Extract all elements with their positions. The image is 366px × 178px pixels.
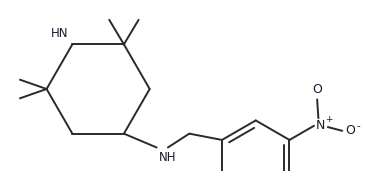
Text: HN: HN xyxy=(51,27,68,40)
Text: N: N xyxy=(316,119,325,132)
Text: +: + xyxy=(325,115,333,124)
Text: O: O xyxy=(312,83,322,96)
Text: NH: NH xyxy=(159,151,177,164)
Text: O: O xyxy=(346,124,355,137)
Text: -: - xyxy=(357,121,361,131)
